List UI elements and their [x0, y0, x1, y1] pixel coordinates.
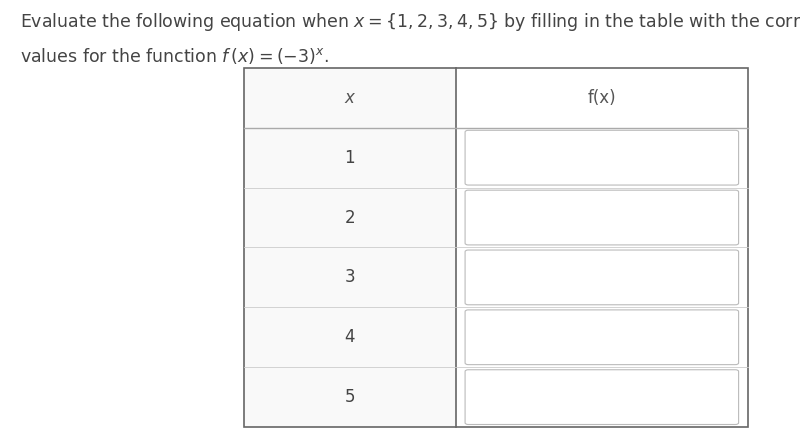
Text: 4: 4 [345, 328, 355, 346]
Text: Evaluate the following equation when $x = \{1, 2, 3, 4, 5\}$ by filling in the t: Evaluate the following equation when $x … [20, 11, 800, 33]
Text: 2: 2 [345, 208, 355, 226]
Text: 3: 3 [345, 268, 355, 286]
Text: values for the function $f\,(x) = (-3)^x$.: values for the function $f\,(x) = (-3)^x… [20, 46, 329, 66]
Text: x: x [345, 89, 354, 107]
Text: 5: 5 [345, 388, 355, 406]
Text: f(x): f(x) [587, 89, 616, 107]
Text: 1: 1 [345, 148, 355, 167]
